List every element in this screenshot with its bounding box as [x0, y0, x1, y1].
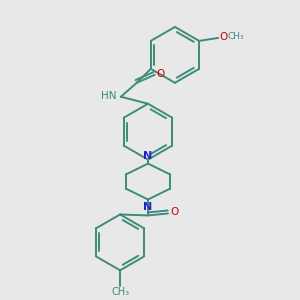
Text: N: N: [143, 202, 153, 212]
Text: HN: HN: [101, 91, 117, 101]
Text: O: O: [170, 208, 178, 218]
Text: CH₃: CH₃: [111, 287, 129, 297]
Text: O: O: [157, 69, 165, 79]
Text: CH₃: CH₃: [227, 32, 244, 41]
Text: O: O: [219, 32, 227, 42]
Text: N: N: [143, 151, 153, 160]
